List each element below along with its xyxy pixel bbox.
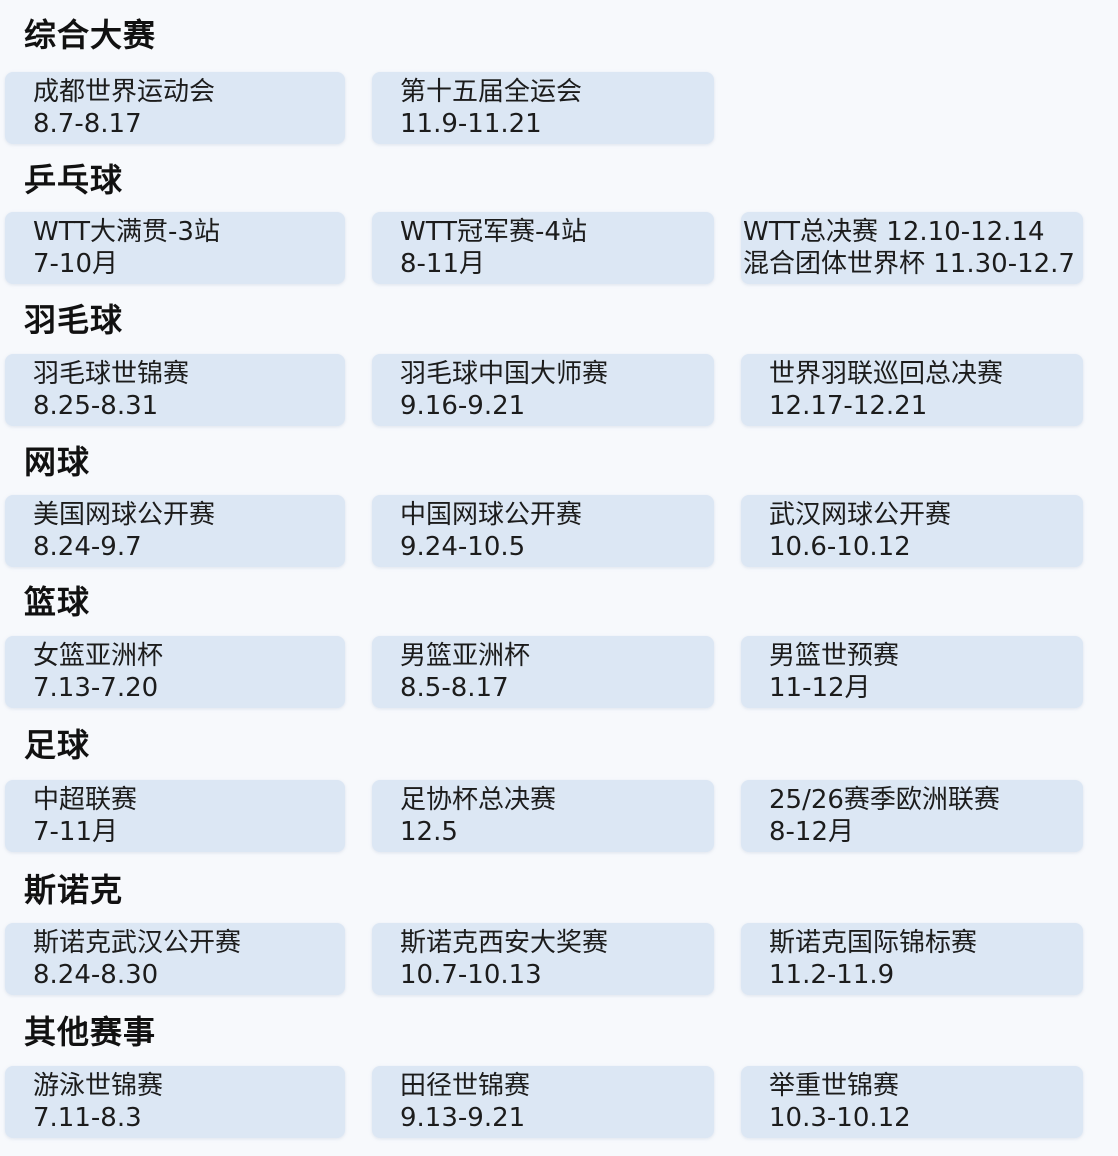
event-date: 9.13-9.21 <box>400 1103 526 1133</box>
event-card: 斯诺克西安大奖赛 10.7-10.13 <box>372 923 714 995</box>
event-date: 8.7-8.17 <box>33 109 142 139</box>
event-card: 田径世锦赛 9.13-9.21 <box>372 1066 714 1138</box>
event-name: 成都世界运动会 <box>33 77 216 107</box>
event-date: 10.6-10.12 <box>769 532 911 562</box>
event-date: 8.25-8.31 <box>33 391 159 421</box>
section-heading: 网球 <box>24 443 91 481</box>
event-card: 羽毛球中国大师赛 9.16-9.21 <box>372 354 714 426</box>
event-name: 25/26赛季欧洲联赛 <box>769 785 1000 815</box>
event-name: 斯诺克西安大奖赛 <box>400 928 609 958</box>
event-card: WTT总决赛 12.10-12.14 混合团体世界杯 11.30-12.7 <box>741 212 1083 284</box>
event-card: 中超联赛 7-11月 <box>5 780 345 852</box>
event-date: 8.5-8.17 <box>400 673 509 703</box>
event-name: 男篮亚洲杯 <box>400 641 531 671</box>
event-name: 中国网球公开赛 <box>400 500 583 530</box>
event-date: 8.24-9.7 <box>33 532 142 562</box>
event-card: 第十五届全运会 11.9-11.21 <box>372 72 714 144</box>
event-date: 7-11月 <box>33 817 119 847</box>
event-date: 12.17-12.21 <box>769 391 928 421</box>
event-date: 9.16-9.21 <box>400 391 526 421</box>
event-date: 12.5 <box>400 817 458 847</box>
event-card: 男篮世预赛 11-12月 <box>741 636 1083 708</box>
event-card: 成都世界运动会 8.7-8.17 <box>5 72 345 144</box>
event-card: 武汉网球公开赛 10.6-10.12 <box>741 495 1083 567</box>
event-card: WTT大满贯-3站 7-10月 <box>5 212 345 284</box>
event-date: 7.11-8.3 <box>33 1103 142 1133</box>
section-heading: 其他赛事 <box>24 1013 157 1051</box>
section-heading: 综合大赛 <box>24 16 157 54</box>
event-date: 8-11月 <box>400 249 486 279</box>
event-card: 25/26赛季欧洲联赛 8-12月 <box>741 780 1083 852</box>
event-card: 足协杯总决赛 12.5 <box>372 780 714 852</box>
event-name: 世界羽联巡回总决赛 <box>769 359 1004 389</box>
event-card: 羽毛球世锦赛 8.25-8.31 <box>5 354 345 426</box>
event-name: 羽毛球中国大师赛 <box>400 359 609 389</box>
event-name: 第十五届全运会 <box>400 77 583 107</box>
event-card: 中国网球公开赛 9.24-10.5 <box>372 495 714 567</box>
event-name: 美国网球公开赛 <box>33 500 216 530</box>
event-name: 男篮世预赛 <box>769 641 900 671</box>
event-name: 斯诺克国际锦标赛 <box>769 928 978 958</box>
event-card: 世界羽联巡回总决赛 12.17-12.21 <box>741 354 1083 426</box>
event-name: 羽毛球世锦赛 <box>33 359 190 389</box>
section-heading: 篮球 <box>24 583 91 621</box>
event-card: 女篮亚洲杯 7.13-7.20 <box>5 636 345 708</box>
event-name: WTT大满贯-3站 <box>33 217 220 247</box>
event-name: 游泳世锦赛 <box>33 1071 164 1101</box>
event-name: WTT冠军赛-4站 <box>400 217 587 247</box>
event-name: 田径世锦赛 <box>400 1071 531 1101</box>
event-card: 斯诺克国际锦标赛 11.2-11.9 <box>741 923 1083 995</box>
event-date: 混合团体世界杯 11.30-12.7 <box>743 249 1075 279</box>
event-date: 11.9-11.21 <box>400 109 542 139</box>
section-heading: 斯诺克 <box>24 871 124 909</box>
event-date: 8-12月 <box>769 817 855 847</box>
event-name: 中超联赛 <box>33 785 138 815</box>
event-date: 10.3-10.12 <box>769 1103 911 1133</box>
event-name: 女篮亚洲杯 <box>33 641 164 671</box>
event-date: 9.24-10.5 <box>400 532 526 562</box>
event-card: 美国网球公开赛 8.24-9.7 <box>5 495 345 567</box>
event-card: 游泳世锦赛 7.11-8.3 <box>5 1066 345 1138</box>
event-name: 足协杯总决赛 <box>400 785 557 815</box>
event-date: 11-12月 <box>769 673 871 703</box>
event-date: 10.7-10.13 <box>400 960 542 990</box>
event-card: 斯诺克武汉公开赛 8.24-8.30 <box>5 923 345 995</box>
event-date: 7.13-7.20 <box>33 673 159 703</box>
section-heading: 乒乓球 <box>24 161 124 199</box>
section-heading: 足球 <box>24 726 91 764</box>
event-name: 举重世锦赛 <box>769 1071 900 1101</box>
event-card: 举重世锦赛 10.3-10.12 <box>741 1066 1083 1138</box>
section-heading: 羽毛球 <box>24 301 124 339</box>
event-name: WTT总决赛 12.10-12.14 <box>743 217 1045 247</box>
event-date: 8.24-8.30 <box>33 960 159 990</box>
event-date: 7-10月 <box>33 249 119 279</box>
event-card: 男篮亚洲杯 8.5-8.17 <box>372 636 714 708</box>
event-date: 11.2-11.9 <box>769 960 895 990</box>
event-name: 武汉网球公开赛 <box>769 500 952 530</box>
event-card: WTT冠军赛-4站 8-11月 <box>372 212 714 284</box>
event-name: 斯诺克武汉公开赛 <box>33 928 242 958</box>
